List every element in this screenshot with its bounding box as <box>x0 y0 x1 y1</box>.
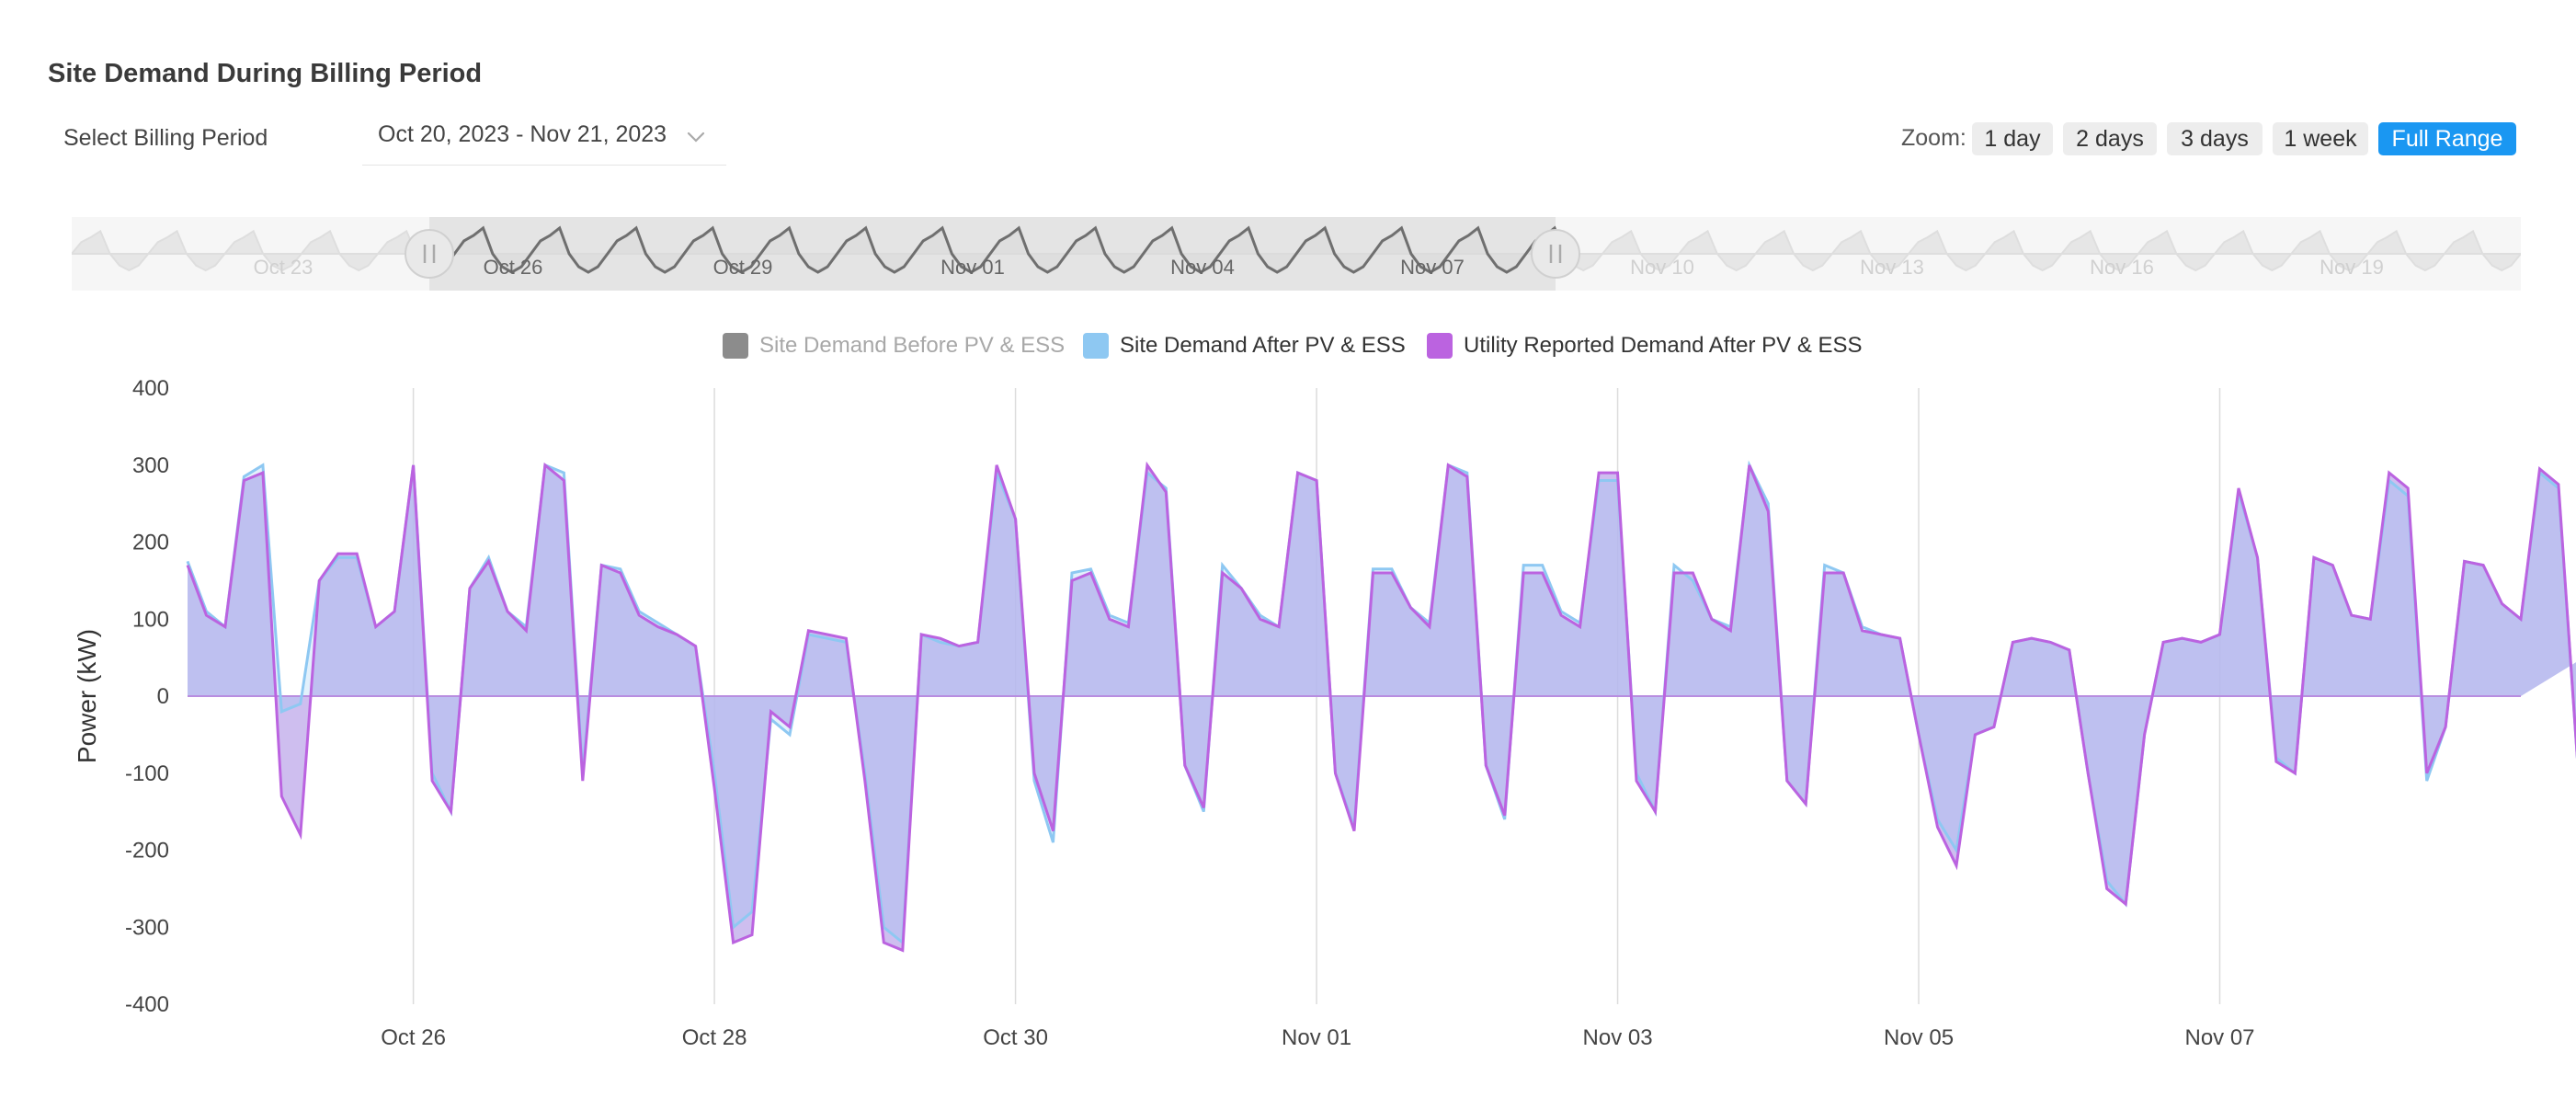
range-navigator[interactable]: Oct 23 Oct 26 Oct 29 Nov 01 Nov 04 Nov 07 Nov … <box>72 208 2521 300</box>
y-tick-label: -400 <box>125 992 169 1017</box>
navigator-label: Oct 23 <box>254 256 313 279</box>
x-tick-label: Nov 01 <box>1282 1025 1351 1050</box>
x-tick-label: Nov 05 <box>1884 1025 1954 1050</box>
utility-demand-line <box>186 461 2576 953</box>
legend-swatch-before <box>723 333 748 359</box>
y-tick-label: 200 <box>132 531 169 555</box>
y-tick-label: -300 <box>125 915 169 940</box>
chart-legend: Site Demand Before PV & ESS Site Demand … <box>0 329 2576 362</box>
zoom-2-days-button[interactable]: 2 days <box>2063 122 2157 155</box>
x-tick-label: Oct 26 <box>381 1025 446 1050</box>
zoom-1-day-button[interactable]: 1 day <box>1972 122 2053 155</box>
zoom-1-week-button[interactable]: 1 week <box>2273 122 2368 155</box>
navigator-selected-series <box>425 225 1566 274</box>
billing-period-value: Oct 20, 2023 - Nov 21, 2023 <box>378 121 667 147</box>
navigator-label: Nov 16 <box>2090 256 2154 279</box>
x-tick-label: Oct 30 <box>983 1025 1048 1050</box>
x-tick-label: Nov 07 <box>2184 1025 2254 1050</box>
zoom-3-days-button[interactable]: 3 days <box>2167 122 2263 155</box>
zoom-full-range-button[interactable]: Full Range <box>2378 122 2516 155</box>
y-tick-label: 100 <box>132 607 169 632</box>
navigator-label: Oct 26 <box>484 256 543 279</box>
legend-item-utility[interactable]: Utility Reported Demand After PV & ESS <box>1427 329 1863 362</box>
y-tick-label: -200 <box>125 839 169 864</box>
chevron-down-icon <box>687 132 705 143</box>
x-tick-label: Oct 28 <box>682 1025 747 1050</box>
y-tick-label: 0 <box>157 684 169 709</box>
legend-label-before: Site Demand Before PV & ESS <box>759 333 1066 358</box>
billing-period-label: Select Billing Period <box>63 125 268 151</box>
legend-swatch-after <box>1083 333 1109 359</box>
navigator-handle-left[interactable] <box>405 229 454 279</box>
navigator-label: Oct 29 <box>713 256 773 279</box>
y-tick-label: 400 <box>132 376 169 401</box>
navigator-label: Nov 01 <box>940 256 1005 279</box>
navigator-selection <box>429 217 1556 291</box>
handle-circle <box>405 229 454 279</box>
zoom-label: Zoom: <box>1901 125 1966 151</box>
y-axis-label: Power (kW) <box>73 629 101 763</box>
y-tick-label: 300 <box>132 453 169 478</box>
chart-title: Site Demand During Billing Period <box>48 59 483 88</box>
legend-label-after: Site Demand After PV & ESS <box>1120 333 1406 358</box>
utility-demand-area <box>188 464 2576 951</box>
handle-circle <box>1531 229 1580 279</box>
demand-chart: Oct 26 Oct 28 Oct 30 Nov 01 Nov 03 Nov 05 Nov … <box>73 376 2576 1050</box>
navigator-label: Nov 13 <box>1860 256 1924 279</box>
legend-item-after[interactable]: Site Demand After PV & ESS <box>1083 329 1406 362</box>
navigator-label: Nov 07 <box>1400 256 1465 279</box>
navigator-label: Nov 04 <box>1170 256 1235 279</box>
navigator-label: Nov 10 <box>1630 256 1694 279</box>
navigator-handle-right[interactable] <box>1531 229 1580 279</box>
billing-period-select[interactable]: Oct 20, 2023 - Nov 21, 2023 <box>362 109 726 166</box>
legend-item-before[interactable]: Site Demand Before PV & ESS <box>723 329 1065 362</box>
y-tick-label: -100 <box>125 761 169 786</box>
site-demand-after-area <box>188 464 2576 943</box>
legend-label-utility: Utility Reported Demand After PV & ESS <box>1464 333 1863 358</box>
x-tick-label: Nov 03 <box>1583 1025 1653 1050</box>
navigator-label: Nov 19 <box>2320 256 2384 279</box>
legend-swatch-utility <box>1427 333 1453 359</box>
